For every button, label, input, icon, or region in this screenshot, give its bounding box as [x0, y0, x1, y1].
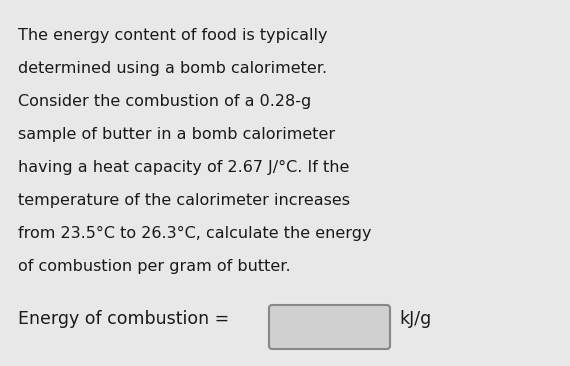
- Text: having a heat capacity of 2.67 J/°C. If the: having a heat capacity of 2.67 J/°C. If …: [18, 160, 349, 175]
- Text: The energy content of food is typically: The energy content of food is typically: [18, 28, 328, 43]
- Text: of combustion per gram of butter.: of combustion per gram of butter.: [18, 259, 291, 274]
- Text: sample of butter in a bomb calorimeter: sample of butter in a bomb calorimeter: [18, 127, 335, 142]
- Text: determined using a bomb calorimeter.: determined using a bomb calorimeter.: [18, 61, 327, 76]
- Text: Energy of combustion =: Energy of combustion =: [18, 310, 229, 328]
- Text: Consider the combustion of a 0.28-g: Consider the combustion of a 0.28-g: [18, 94, 311, 109]
- Text: from 23.5°C to 26.3°C, calculate the energy: from 23.5°C to 26.3°C, calculate the ene…: [18, 226, 372, 241]
- Text: temperature of the calorimeter increases: temperature of the calorimeter increases: [18, 193, 350, 208]
- FancyBboxPatch shape: [269, 305, 390, 349]
- Text: kJ/g: kJ/g: [399, 310, 431, 328]
